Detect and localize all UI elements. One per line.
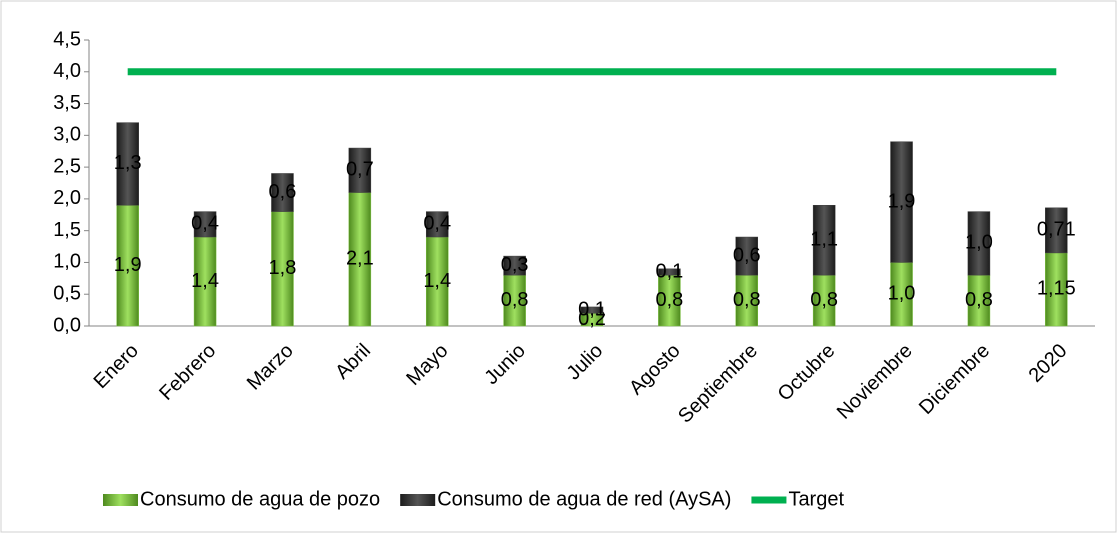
bar-segment: [580, 306, 604, 314]
data-label: 1,0: [965, 232, 993, 254]
data-label: 0,1: [578, 298, 606, 320]
y-tick-label: 1,5: [53, 219, 81, 241]
bar-segment: [348, 147, 372, 193]
bar-segment: [425, 211, 449, 238]
data-label: 0,4: [423, 213, 451, 235]
legend-label: Consumo de agua de pozo: [140, 488, 380, 510]
data-label: 0,6: [269, 181, 297, 203]
legend-label: Target: [788, 488, 844, 510]
data-label: 0,8: [810, 289, 838, 311]
bar-segment: [193, 211, 217, 238]
bar-segment: [1045, 207, 1068, 254]
data-label: 1,15: [1037, 278, 1076, 300]
data-label: 0,3: [501, 254, 529, 276]
bar-segment: [890, 141, 913, 263]
data-label: 1,1: [810, 228, 838, 250]
data-label: 1,9: [888, 190, 916, 212]
legend-label: Consumo de agua de red (AySA): [437, 488, 731, 510]
y-tick-label: 0,0: [53, 314, 81, 336]
y-tick-label: 3,5: [53, 92, 81, 114]
bar-segment: [658, 268, 681, 276]
y-tick-label: 0,5: [53, 283, 81, 305]
data-label: 1,8: [269, 257, 297, 279]
data-label: 2,1: [346, 248, 374, 270]
data-label: 0,8: [655, 289, 683, 311]
data-label: 0,71: [1037, 219, 1076, 241]
legend-swatch: [103, 494, 138, 506]
data-label: 0,8: [965, 289, 993, 311]
data-label: 0,8: [733, 289, 761, 311]
y-tick-label: 4,5: [53, 28, 81, 50]
data-label: 0,4: [191, 213, 219, 235]
data-label: 1,3: [114, 152, 142, 174]
y-tick-label: 2,0: [53, 187, 81, 209]
legend-swatch: [400, 494, 436, 506]
data-label: 0,1: [655, 260, 683, 282]
y-tick-label: 3,0: [53, 124, 81, 146]
bar-segment: [271, 173, 294, 212]
y-tick-label: 4,0: [53, 60, 81, 82]
data-label: 1,0: [888, 283, 916, 305]
data-label: 1,9: [114, 254, 142, 276]
y-tick-label: 2,5: [53, 155, 81, 177]
data-label: 0,8: [501, 289, 529, 311]
bar-segment: [967, 211, 991, 276]
y-tick-label: 1,0: [53, 251, 81, 273]
data-label: 1,4: [191, 270, 219, 292]
data-label: 0,6: [733, 244, 761, 266]
bar-segment: [116, 122, 139, 206]
bar-segment: [812, 204, 836, 276]
bar-segment: [735, 236, 759, 276]
data-label: 1,4: [423, 270, 451, 292]
bar-segment: [503, 255, 526, 276]
data-label: 0,7: [346, 159, 374, 181]
